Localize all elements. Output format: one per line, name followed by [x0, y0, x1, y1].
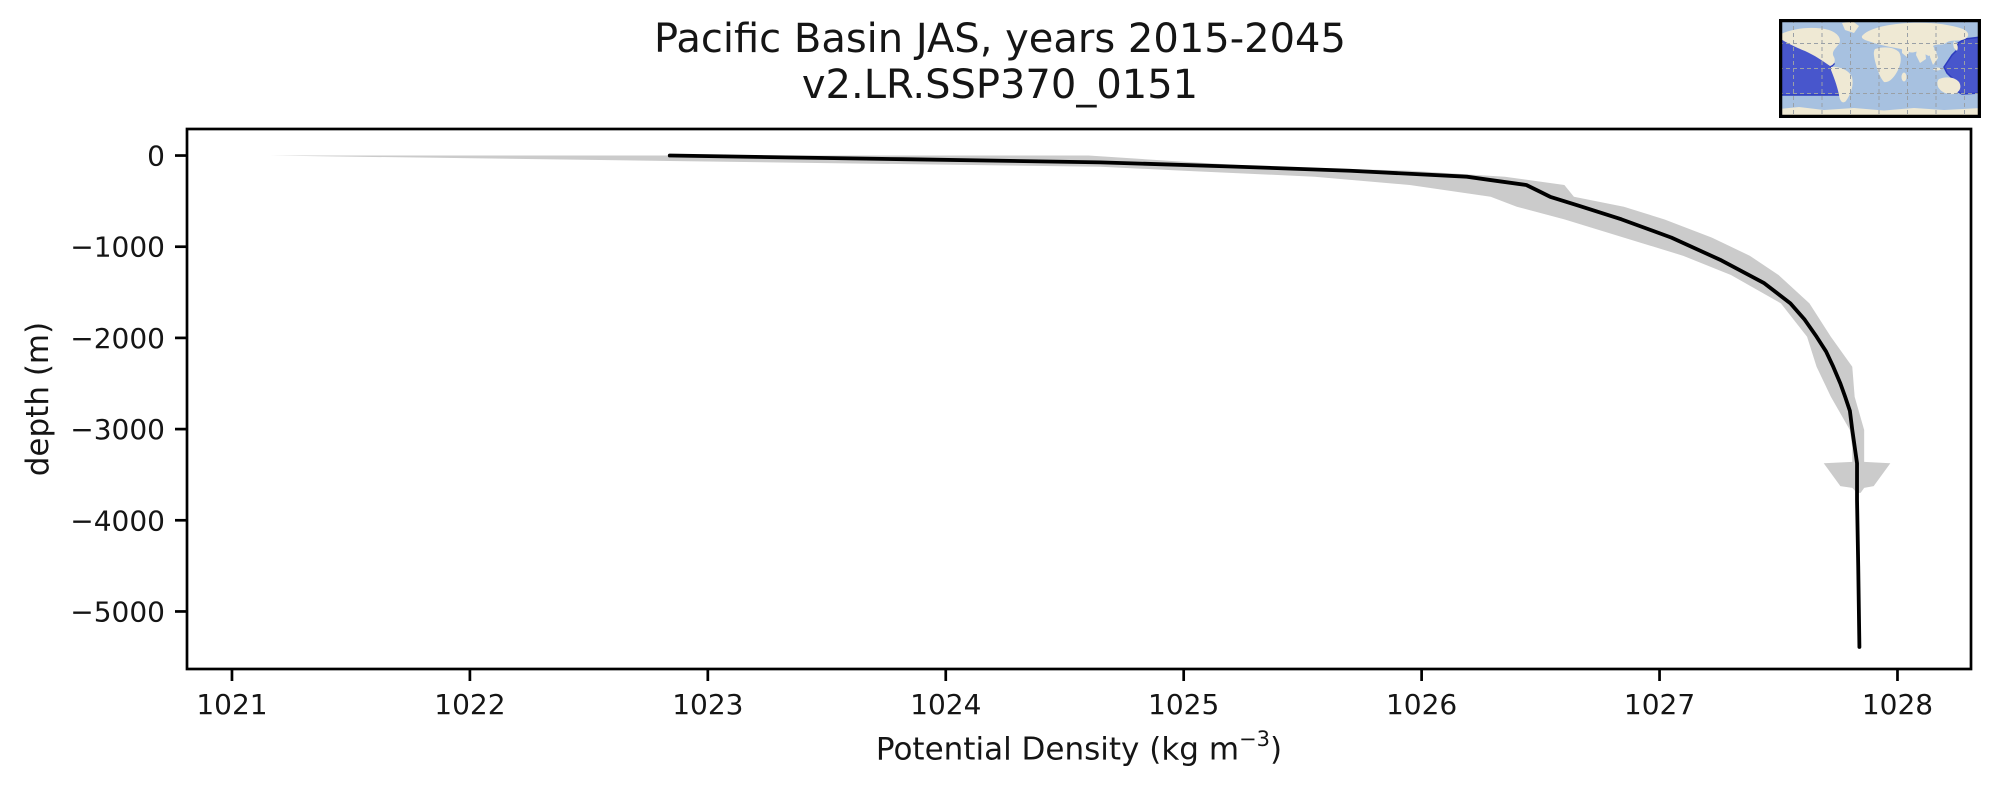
x-tick-label: 1024: [910, 688, 981, 721]
map-eurasia: [1861, 22, 1969, 56]
x-tick-label: 1027: [1624, 688, 1695, 721]
x-axis-label-exponent: −3: [1239, 727, 1270, 751]
x-axis-label-close: ): [1270, 731, 1283, 768]
map-north-america: [1781, 27, 1840, 66]
map-india: [1916, 49, 1926, 63]
x-tick-label: 1028: [1862, 688, 1933, 721]
inset-world-map: [1779, 19, 1981, 118]
y-tick-label: −3000: [70, 413, 165, 446]
x-axis-label-text: Potential Density (kg m: [875, 731, 1240, 768]
y-tick-label: −5000: [70, 595, 165, 628]
y-tick-label: −4000: [70, 504, 165, 537]
map-border: [1779, 19, 1981, 118]
x-tick-label: 1026: [1386, 688, 1457, 721]
title-block: Pacific Basin JAS, years 2015-2045 v2.LR…: [0, 16, 2000, 108]
uncertainty-band: [270, 155, 1891, 493]
x-tick-label: 1022: [434, 688, 505, 721]
map-africa: [1873, 47, 1901, 83]
map-south-america: [1831, 66, 1853, 103]
map-gridlines: [1779, 19, 1981, 118]
map-madagascar: [1901, 72, 1907, 82]
map-southeast-asia: [1930, 48, 1938, 65]
y-tick-label: 0: [147, 140, 165, 173]
y-axis-label: depth (m): [20, 321, 56, 477]
x-tick-label: 1021: [196, 688, 267, 721]
map-australia: [1937, 77, 1961, 95]
x-tick-label: 1023: [672, 688, 743, 721]
plot-border: [185, 127, 1973, 671]
chart-title: Pacific Basin JAS, years 2015-2045: [654, 16, 1346, 62]
mean-profile-line: [667, 153, 1862, 649]
x-axis-label: Potential Density (kg m−3): [187, 727, 1971, 768]
y-tick-label: −1000: [70, 231, 165, 264]
x-tick-label: 1025: [1148, 688, 1219, 721]
y-tick-label: −2000: [70, 322, 165, 355]
chart-subtitle: v2.LR.SSP370_0151: [801, 62, 1199, 108]
